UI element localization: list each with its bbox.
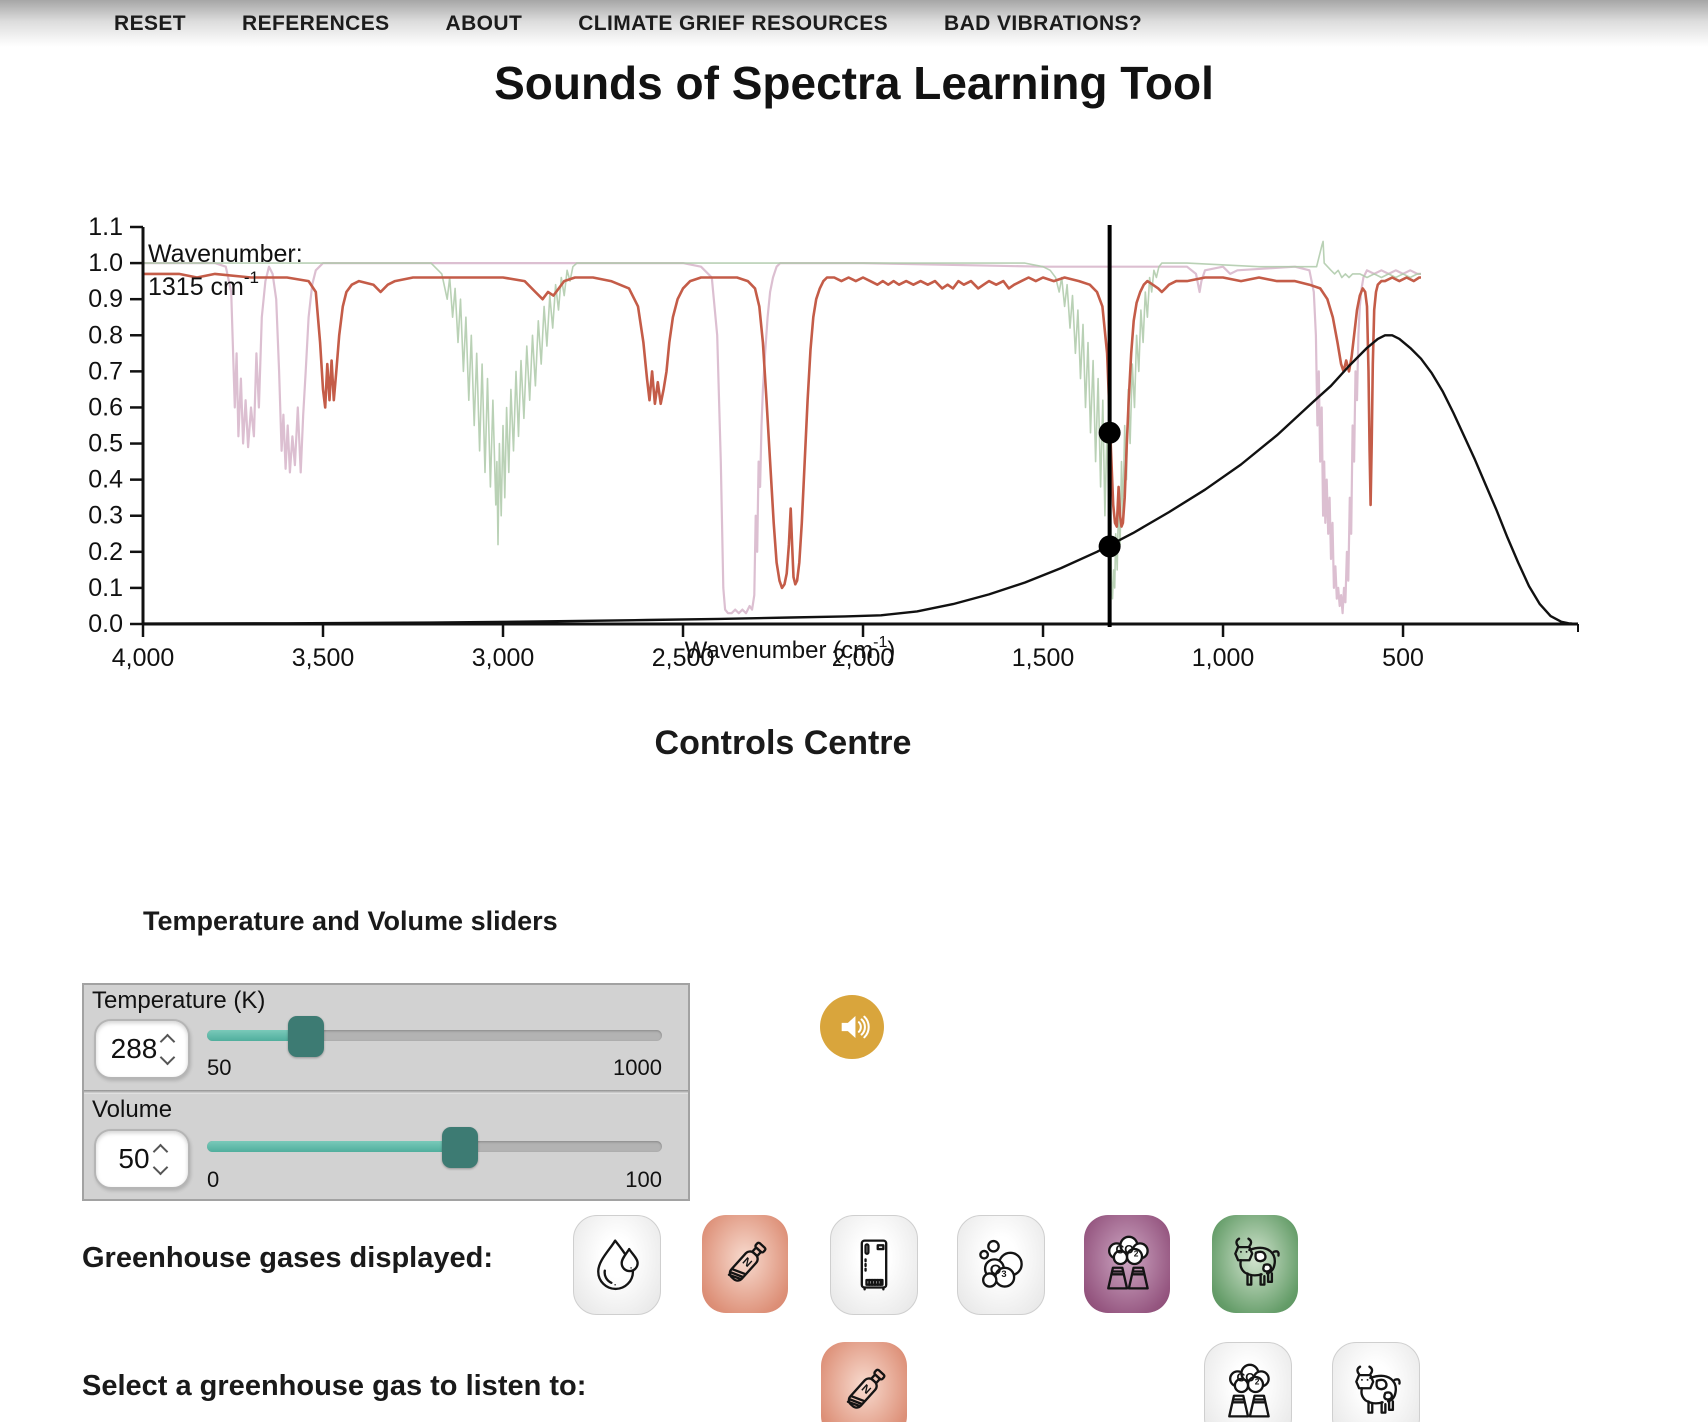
volume-label: Volume — [92, 1096, 173, 1123]
gas-button-carbon-dioxide[interactable]: CO2 — [1084, 1215, 1170, 1313]
cow-icon — [1234, 1237, 1280, 1286]
water-droplet-icon — [597, 1239, 639, 1291]
nav-item-bad-vibrations[interactable]: BAD VIBRATIONS? — [944, 11, 1143, 35]
y-tick-label: 0.7 — [88, 357, 123, 385]
gas-listen-label: Select a greenhouse gas to listen to: — [82, 1370, 587, 1402]
gas-button-ozone[interactable]: O3 — [957, 1215, 1045, 1315]
temperature-stepper[interactable] — [160, 1033, 176, 1065]
x-axis-title: Wavenumber (cm-1) — [684, 634, 896, 664]
sliders-heading: Temperature and Volume sliders — [143, 906, 558, 936]
svg-text:CO2: CO2 — [1237, 1371, 1260, 1387]
svg-text:CO2: CO2 — [1116, 1243, 1139, 1259]
y-tick-label: 0.1 — [88, 574, 123, 602]
series-co2-spectrum — [143, 262, 1421, 615]
y-tick-label: 0.9 — [88, 285, 123, 313]
gases-displayed-label: Greenhouse gases displayed: — [82, 1242, 493, 1274]
speaker-icon — [841, 1015, 870, 1039]
play-sound-button[interactable] — [820, 995, 884, 1059]
controls-centre-heading: Controls Centre — [654, 724, 912, 762]
listen-button-nitrous-oxide[interactable]: N — [821, 1342, 907, 1422]
gas-canister-icon: N — [727, 1241, 767, 1282]
listen-button-methane[interactable] — [1332, 1342, 1420, 1422]
volume-value: 50 — [118, 1143, 150, 1174]
y-tick-label: 0.2 — [88, 538, 123, 566]
nav-item-about[interactable]: ABOUT — [445, 11, 523, 35]
temperature-range-labels: 50 1000 — [207, 1055, 662, 1081]
temperature-slider-handle[interactable] — [288, 1016, 324, 1057]
volume-range-labels: 0 100 — [207, 1167, 662, 1193]
volume-min-label: 0 — [207, 1167, 220, 1192]
series-blackbody-emission-288-k — [142, 334, 1573, 625]
nav-item-reset[interactable]: RESET — [114, 11, 187, 35]
volume-slider-fill — [207, 1141, 462, 1152]
temperature-number-input[interactable]: 288 — [94, 1019, 190, 1079]
nav-item-references[interactable]: REFERENCES — [242, 11, 390, 35]
top-nav: RESET REFERENCES ABOUT CLIMATE GRIEF RES… — [0, 0, 1708, 47]
panel-divider — [84, 1090, 688, 1094]
gas-canister-icon: N — [846, 1368, 886, 1409]
svg-text:O3: O3 — [990, 1261, 1007, 1279]
y-tick-label: 0.5 — [88, 430, 123, 458]
cursor-dot[interactable] — [1098, 421, 1121, 444]
temperature-value: 288 — [110, 1033, 158, 1064]
volume-stepper[interactable] — [152, 1143, 168, 1175]
cow-icon — [1355, 1365, 1401, 1414]
nav-item-climate-grief-resources[interactable]: CLIMATE GRIEF RESOURCES — [578, 11, 889, 35]
cursor-annotation-label: Wavenumber: — [148, 240, 303, 268]
listen-button-carbon-dioxide[interactable]: CO2 — [1204, 1342, 1292, 1422]
gas-button-cfc[interactable] — [830, 1215, 918, 1315]
temperature-min-label: 50 — [207, 1055, 232, 1080]
temperature-slider-track[interactable] — [207, 1030, 662, 1041]
cursor-annotation-value: 1315 cm-1 — [148, 268, 259, 301]
y-tick-label: 0.8 — [88, 321, 123, 349]
temperature-label: Temperature (K) — [92, 987, 266, 1014]
series-ch4-spectrum — [143, 240, 1421, 600]
co2-factory-icon: CO2 — [1107, 1235, 1149, 1290]
volume-max-label: 100 — [625, 1167, 662, 1192]
co2-factory-icon: CO2 — [1228, 1363, 1270, 1418]
y-tick-label: 0.3 — [88, 502, 123, 530]
refrigerator-icon — [860, 1239, 888, 1291]
y-tick-label: 1.0 — [88, 249, 123, 277]
y-tick-label: 0.0 — [88, 610, 123, 638]
gas-button-methane[interactable] — [1212, 1215, 1298, 1313]
page-title: Sounds of Spectra Learning Tool — [494, 57, 1214, 109]
y-tick-label: 0.4 — [88, 466, 123, 494]
cursor-dot[interactable] — [1098, 535, 1121, 558]
series-n2o-spectrum — [143, 272, 1421, 590]
temperature-slider-fill — [207, 1030, 306, 1041]
volume-number-input[interactable]: 50 — [94, 1129, 190, 1189]
temperature-max-label: 1000 — [613, 1055, 662, 1080]
y-tick-label: 1.1 — [88, 213, 123, 241]
ozone-cloud-icon: O3 — [979, 1239, 1023, 1288]
y-tick-label: 0.6 — [88, 393, 123, 421]
volume-slider-handle[interactable] — [442, 1127, 478, 1168]
slider-panel: Temperature (K) 288 50 1000 Volume 50 0 … — [82, 983, 690, 1201]
gas-button-water-vapour[interactable] — [573, 1215, 661, 1315]
gas-button-nitrous-oxide[interactable]: N — [702, 1215, 788, 1313]
